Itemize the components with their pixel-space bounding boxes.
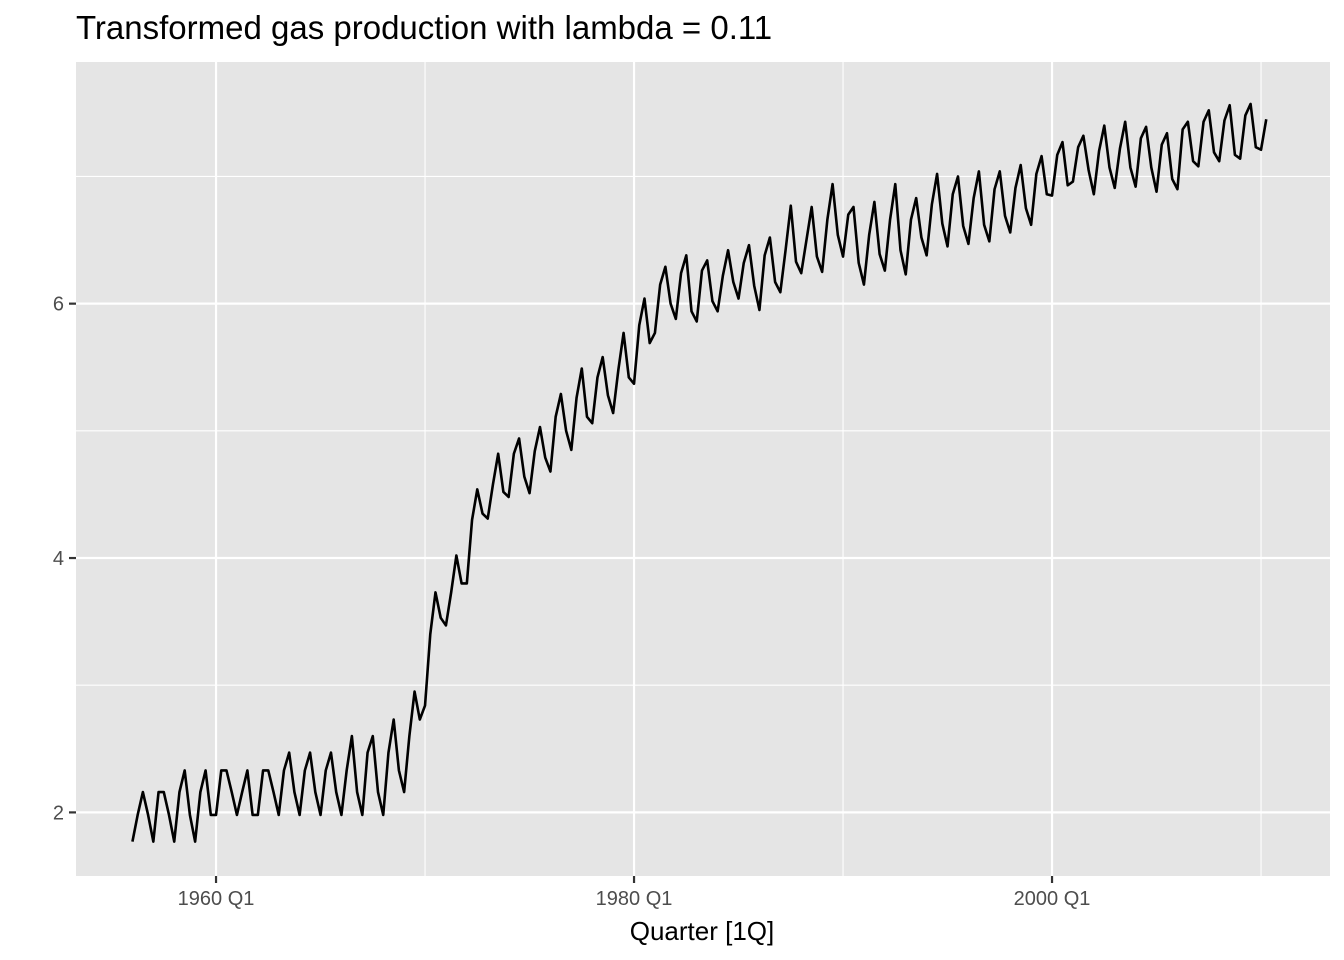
y-tick-label: 4 (53, 548, 64, 570)
x-axis: 1960 Q1 1980 Q1 2000 Q1 (178, 876, 1091, 910)
chart-title: Transformed gas production with lambda =… (76, 9, 772, 46)
series-line (131, 102, 1268, 843)
y-tick-label: 6 (53, 294, 64, 316)
x-axis-title: Quarter [1Q] (630, 916, 775, 946)
major-gridlines (76, 62, 1330, 876)
x-tick-label: 1980 Q1 (596, 888, 673, 910)
x-tick-label: 1960 Q1 (178, 888, 255, 910)
minor-gridlines (76, 62, 1330, 876)
plot-panel (76, 62, 1330, 876)
x-tick-label: 2000 Q1 (1014, 888, 1091, 910)
y-tick-label: 2 (53, 802, 64, 824)
y-axis: 2 4 6 (53, 294, 76, 824)
